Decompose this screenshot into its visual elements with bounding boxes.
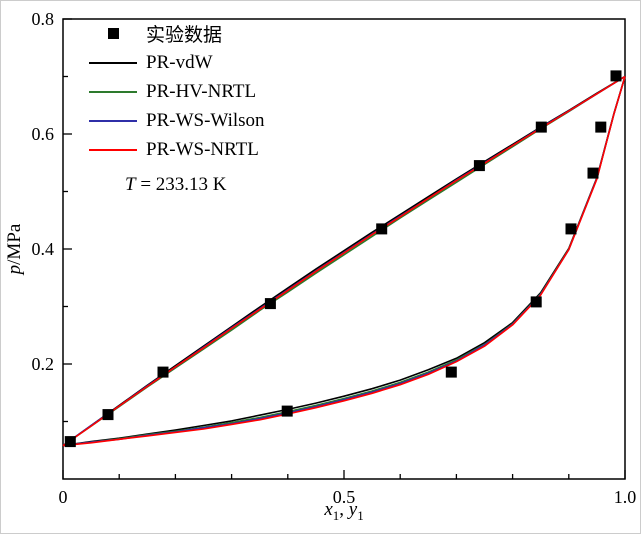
y-axis-label: p/MPa — [4, 194, 26, 304]
legend-item-pr-vdw: PR-vdW — [89, 48, 265, 77]
svg-text:0.8: 0.8 — [32, 9, 55, 29]
svg-text:1.0: 1.0 — [614, 487, 637, 507]
svg-text:0.4: 0.4 — [32, 239, 55, 259]
legend-label: PR-WS-Wilson — [146, 109, 265, 131]
svg-text:0.6: 0.6 — [32, 124, 55, 144]
svg-text:0.2: 0.2 — [32, 354, 55, 374]
legend-label: PR-vdW — [146, 51, 213, 73]
legend-item-pr-hv-nrtl: PR-HV-NRTL — [89, 77, 265, 106]
legend-item-pr-ws-wilson: PR-WS-Wilson — [89, 106, 265, 135]
temperature-annotation: T = 233.13 K — [125, 174, 227, 196]
legend-item-pr-ws-nrtl: PR-WS-NRTL — [89, 135, 265, 164]
x-axis-subscript-2: 1 — [357, 507, 364, 523]
legend-label: PR-HV-NRTL — [146, 80, 257, 102]
line-swatch-icon — [89, 90, 137, 93]
legend: 实验数据 PR-vdW PR-HV-NRTL PR-WS-Wilson PR-W… — [89, 19, 265, 164]
x-axis-variable-1: x — [324, 499, 333, 520]
x-axis-label: x1, y1 — [244, 499, 444, 524]
svg-text:0: 0 — [59, 487, 68, 507]
legend-label: PR-WS-NRTL — [146, 138, 259, 160]
temperature-value: = 233.13 K — [135, 174, 227, 195]
square-marker-icon — [89, 28, 137, 39]
line-swatch-icon — [89, 148, 137, 151]
line-swatch-icon — [89, 119, 137, 122]
y-axis-unit: /MPa — [4, 223, 25, 265]
x-axis-subscript-1: 1 — [332, 507, 340, 523]
legend-label: 实验数据 — [146, 25, 223, 46]
temperature-symbol: T — [125, 174, 136, 195]
y-axis-variable: p — [4, 264, 25, 275]
x-axis-variable-2: y — [348, 499, 358, 520]
legend-item-experimental-data: 实验数据 — [89, 19, 265, 48]
svg-text:0.5: 0.5 — [333, 487, 356, 507]
x-axis-separator: , — [339, 499, 349, 520]
line-swatch-icon — [89, 61, 137, 64]
